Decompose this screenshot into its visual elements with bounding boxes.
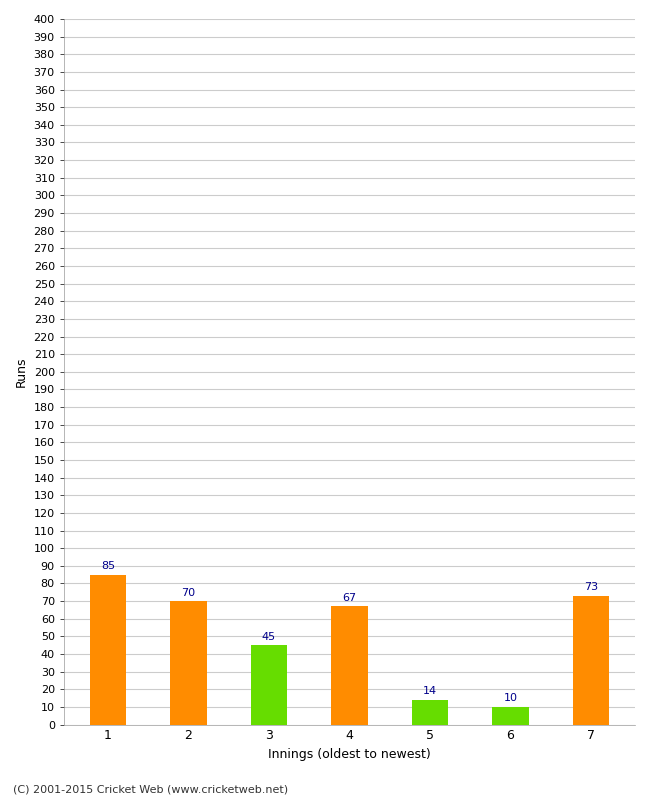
Text: 85: 85 — [101, 561, 115, 571]
Bar — [170, 601, 207, 725]
Text: 45: 45 — [262, 632, 276, 642]
Bar — [332, 606, 367, 725]
Bar — [573, 596, 609, 725]
Bar — [90, 574, 126, 725]
Text: 67: 67 — [343, 593, 356, 603]
Text: 73: 73 — [584, 582, 598, 592]
Text: 10: 10 — [503, 694, 517, 703]
X-axis label: Innings (oldest to newest): Innings (oldest to newest) — [268, 748, 431, 761]
Bar — [251, 646, 287, 725]
Y-axis label: Runs: Runs — [15, 357, 28, 387]
Text: (C) 2001-2015 Cricket Web (www.cricketweb.net): (C) 2001-2015 Cricket Web (www.cricketwe… — [13, 784, 288, 794]
Text: 70: 70 — [181, 587, 196, 598]
Bar — [412, 700, 448, 725]
Bar — [492, 707, 528, 725]
Text: 14: 14 — [423, 686, 437, 696]
